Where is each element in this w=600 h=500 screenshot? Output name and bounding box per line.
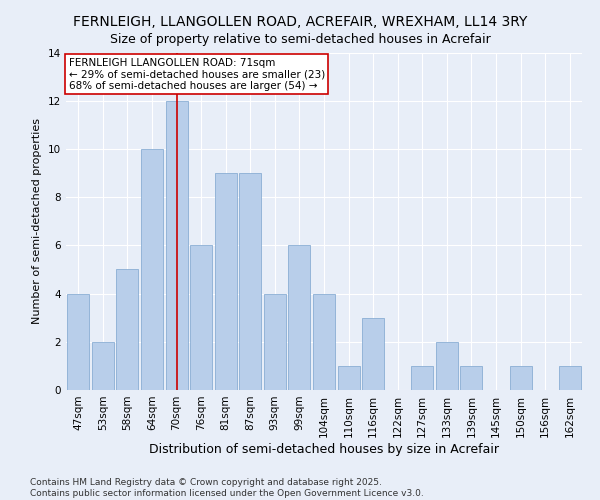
- Bar: [362, 318, 384, 390]
- Bar: [215, 173, 237, 390]
- Bar: [313, 294, 335, 390]
- Bar: [116, 270, 139, 390]
- Text: FERNLEIGH LLANGOLLEN ROAD: 71sqm
← 29% of semi-detached houses are smaller (23)
: FERNLEIGH LLANGOLLEN ROAD: 71sqm ← 29% o…: [68, 58, 325, 91]
- Bar: [460, 366, 482, 390]
- Text: FERNLEIGH, LLANGOLLEN ROAD, ACREFAIR, WREXHAM, LL14 3RY: FERNLEIGH, LLANGOLLEN ROAD, ACREFAIR, WR…: [73, 15, 527, 29]
- Bar: [509, 366, 532, 390]
- Bar: [411, 366, 433, 390]
- Bar: [190, 246, 212, 390]
- Bar: [239, 173, 262, 390]
- Text: Size of property relative to semi-detached houses in Acrefair: Size of property relative to semi-detach…: [110, 32, 490, 46]
- Bar: [436, 342, 458, 390]
- Bar: [166, 100, 188, 390]
- Bar: [264, 294, 286, 390]
- Bar: [92, 342, 114, 390]
- Bar: [141, 149, 163, 390]
- Bar: [559, 366, 581, 390]
- Bar: [289, 246, 310, 390]
- Y-axis label: Number of semi-detached properties: Number of semi-detached properties: [32, 118, 43, 324]
- Bar: [67, 294, 89, 390]
- Text: Contains HM Land Registry data © Crown copyright and database right 2025.
Contai: Contains HM Land Registry data © Crown c…: [30, 478, 424, 498]
- X-axis label: Distribution of semi-detached houses by size in Acrefair: Distribution of semi-detached houses by …: [149, 442, 499, 456]
- Bar: [338, 366, 359, 390]
